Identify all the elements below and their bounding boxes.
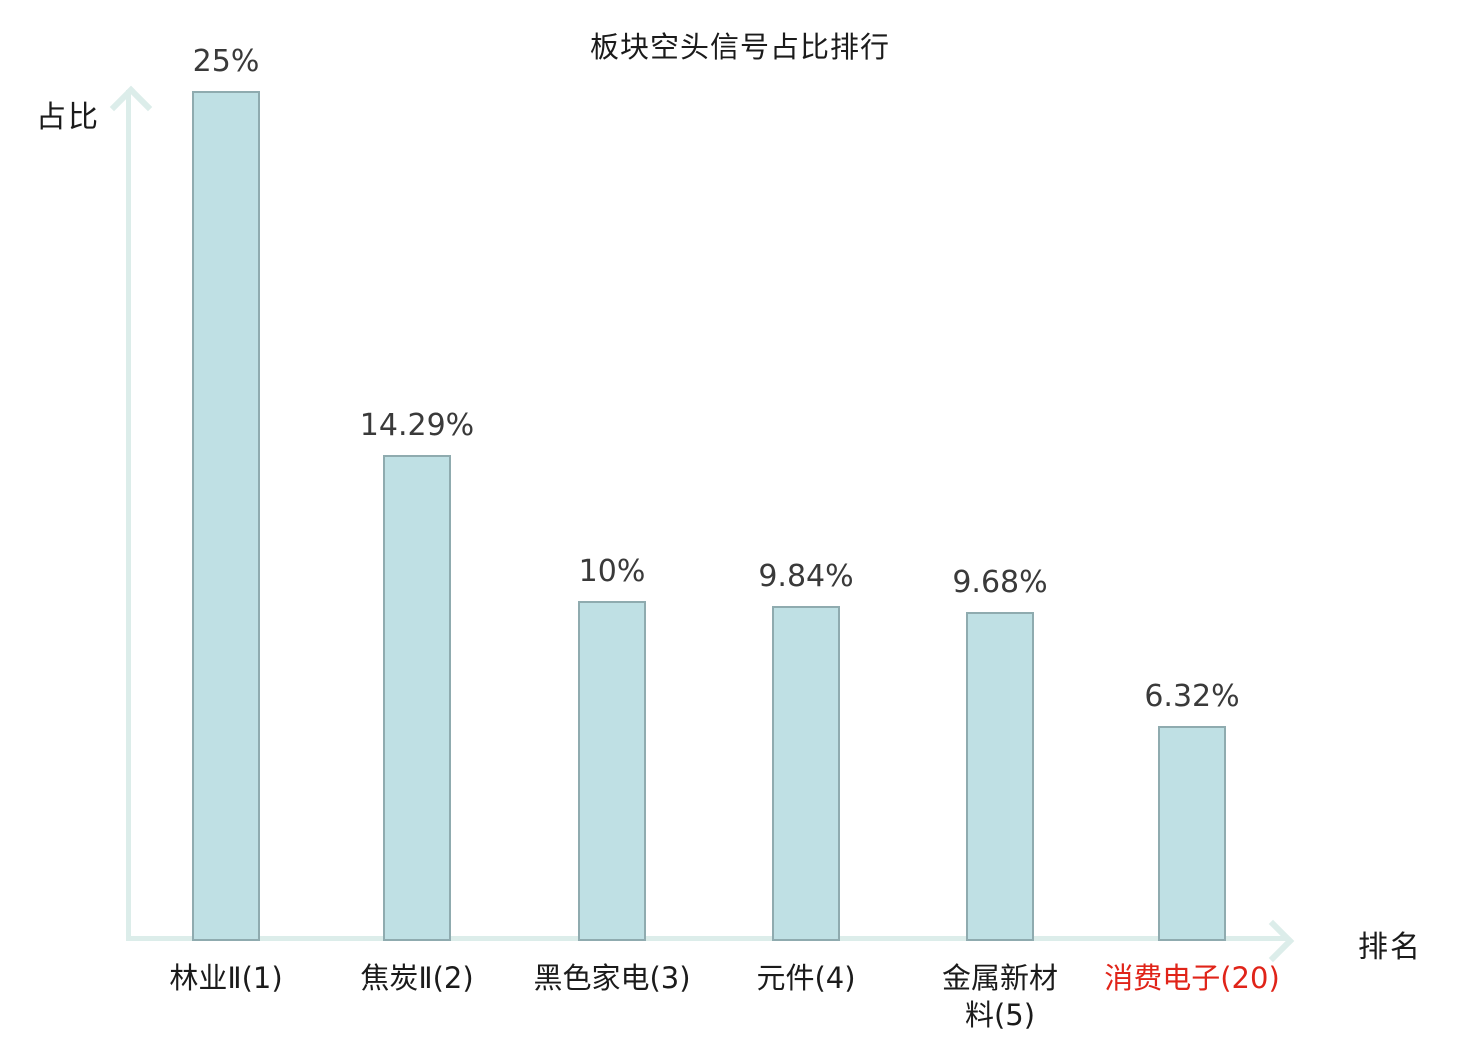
- y-axis-arrow-icon: [109, 85, 153, 129]
- bar-category-label: 焦炭Ⅱ(2): [360, 961, 474, 995]
- x-axis-arrow-icon: [1251, 919, 1295, 963]
- bar-category-label: 林业Ⅱ(1): [169, 961, 283, 995]
- bar: [383, 455, 451, 941]
- bar-value-label: 6.32%: [1144, 679, 1240, 714]
- bar: [1158, 726, 1226, 941]
- y-axis-title: 占比: [36, 100, 100, 135]
- bar-category-label: 元件(4): [756, 961, 856, 995]
- bar-category-label: 金属新材 料(5): [941, 961, 1058, 1032]
- x-axis-line: [128, 936, 1286, 941]
- bar: [192, 91, 260, 941]
- bar-value-label: 25%: [192, 44, 260, 79]
- bar-value-label: 10%: [578, 554, 646, 589]
- bar: [966, 612, 1034, 941]
- bar-value-label: 9.84%: [758, 559, 854, 594]
- bar-category-label: 消费电子(20): [1104, 961, 1280, 995]
- bar: [772, 606, 840, 941]
- bar-value-label: 14.29%: [359, 408, 475, 443]
- y-axis-line: [126, 90, 131, 941]
- bar-value-label: 9.68%: [952, 565, 1048, 600]
- x-axis-title: 排名: [1358, 930, 1422, 965]
- bar: [578, 601, 646, 941]
- bar-category-label: 黑色家电(3): [533, 961, 691, 995]
- chart-title: 板块空头信号占比排行: [589, 30, 890, 64]
